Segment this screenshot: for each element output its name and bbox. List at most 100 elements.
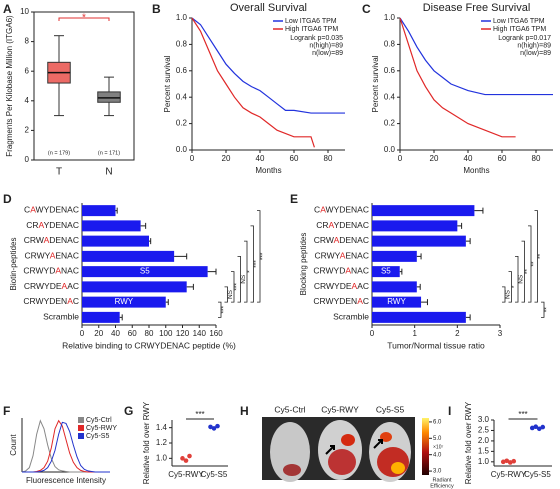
bar: [372, 281, 417, 293]
bar: [372, 250, 417, 262]
colorbar-exponent: ×10⁷: [433, 444, 443, 450]
histogram-curve: [22, 421, 110, 473]
y-tick-label: 0.4: [384, 92, 396, 101]
survival-curve: [191, 17, 315, 148]
y-tick-label: 6: [25, 66, 30, 75]
x-axis-label: Tumor/Normal tissue ratio: [387, 340, 485, 350]
image-label: Cy5-S5: [376, 404, 405, 414]
legend-swatch: [78, 417, 84, 423]
mouse-image: [262, 417, 415, 482]
colorbar: [422, 418, 429, 475]
error-bar: [465, 314, 471, 321]
chart-title: Disease Free Survival: [423, 2, 531, 14]
significance-bracket: [231, 271, 235, 303]
significance-label: ***: [221, 305, 228, 313]
error-bar: [421, 299, 428, 306]
error-bar: [115, 207, 118, 214]
annotation: n(high)=89: [517, 42, 551, 49]
x-tick-label: 20: [222, 154, 231, 163]
n-label: (n = 179): [48, 150, 70, 156]
y-axis-label: Percent survival: [163, 55, 172, 112]
x-tick-label: 0: [370, 329, 375, 338]
significance-bracket: [502, 286, 506, 303]
data-point: [215, 423, 220, 429]
x-tick-label: 120: [176, 329, 190, 338]
x-tick-label: 80: [532, 154, 541, 163]
category-label: CRWYDEAAC: [314, 281, 369, 291]
colorbar-tick-label: 5.0: [433, 436, 442, 442]
n-label: (n = 171): [98, 150, 120, 156]
y-tick-label: 2: [25, 126, 30, 135]
bar: [82, 266, 208, 278]
colorbar-tick-label: 4.0: [433, 452, 442, 458]
annotation: Logrank p=0.035: [290, 35, 343, 42]
data-point: [211, 426, 217, 431]
bar: [82, 220, 141, 232]
data-point: [536, 426, 542, 432]
survival-curve: [399, 17, 553, 96]
error-bar: [474, 207, 484, 214]
significance-bracket: [521, 240, 525, 303]
significance-bracket: [528, 225, 532, 303]
data-point: [507, 460, 513, 465]
significance-label: **: [531, 261, 538, 267]
x-tick-label: 60: [498, 154, 507, 163]
panel-label: B: [152, 2, 161, 16]
y-tick-label: 1.0: [478, 457, 490, 466]
significance-label: *: [82, 13, 86, 24]
bar: [372, 296, 422, 308]
y-tick-label: 0.2: [384, 119, 396, 128]
significance-bracket: [224, 286, 228, 303]
bar-label: RWY: [115, 297, 134, 306]
legend-label: Cy5-Ctrl: [86, 417, 112, 424]
category-label: CRWYDANAC: [23, 266, 79, 276]
significance-label: *: [511, 285, 518, 288]
y-tick-label: 0.8: [384, 40, 396, 49]
x-tick-label: Cy5-RWY: [168, 470, 204, 479]
x-tick-label: 0: [80, 329, 85, 338]
category-label: CRWYDEAAC: [24, 281, 79, 291]
error-bar: [186, 283, 194, 290]
plot-frame: [33, 11, 135, 161]
y-axis-label: Biotin-peptides: [9, 238, 18, 291]
category-label: CRAYDENAC: [316, 220, 369, 230]
colorbar-label: Radiant: [433, 477, 452, 483]
data-point: [180, 456, 185, 461]
significance-bracket: [534, 210, 538, 303]
category-label: Scramble: [333, 312, 369, 322]
bar-label: S5: [140, 267, 150, 276]
annotation: n(high)=89: [309, 42, 343, 49]
panel-label: I: [448, 404, 451, 418]
chart-title: Overall Survival: [230, 2, 307, 14]
data-point: [187, 453, 192, 459]
error-bar: [207, 268, 217, 275]
significance-bracket: [508, 271, 512, 303]
significance-bracket: [250, 225, 254, 303]
x-tick-label: 0: [398, 154, 403, 163]
category-label: CAWYDENAC: [24, 205, 79, 215]
significance-label: **: [524, 269, 531, 275]
x-tick-label: 60: [128, 329, 137, 338]
x-axis-label: Months: [255, 166, 281, 175]
data-point: [208, 424, 213, 430]
y-axis-label: Count: [9, 434, 18, 456]
category-label: CRAYDENAC: [26, 220, 79, 230]
data-point: [511, 458, 517, 464]
panel-label: E: [290, 192, 298, 206]
bar: [372, 311, 466, 323]
y-tick-label: 1.0: [156, 453, 168, 462]
error-bar: [165, 299, 169, 306]
significance-label: ***: [260, 252, 267, 260]
error-bar: [119, 314, 123, 321]
category-label: CRWADENAC: [24, 235, 79, 245]
y-tick-label: 1.5: [478, 446, 490, 455]
category-label: CRWYDANAC: [313, 266, 369, 276]
data-point: [529, 425, 535, 431]
x-tick-label: Cy5-S5: [524, 470, 551, 479]
category-label: CRWYDENAC: [23, 296, 79, 306]
significance-bracket: [541, 301, 545, 318]
error-bar: [174, 253, 188, 260]
x-tick-label: 80: [145, 329, 154, 338]
legend-label: Low ITGA6 TPM: [285, 18, 337, 25]
